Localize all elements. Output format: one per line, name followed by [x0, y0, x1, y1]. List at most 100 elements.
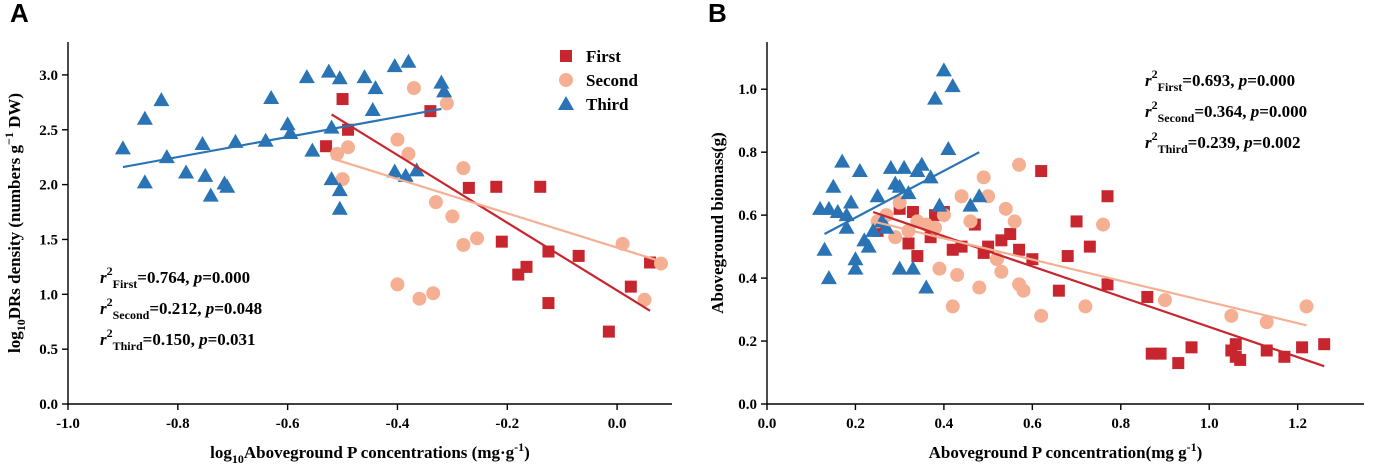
stat-first: r2First=0.693, p=0.000: [1145, 67, 1295, 94]
data-point-first: [342, 123, 355, 136]
y-tick-label: 0.8: [738, 145, 757, 161]
data-point-second: [1016, 283, 1031, 298]
data-point-first: [336, 93, 349, 106]
y-tick-label: 1.0: [738, 82, 757, 98]
data-point-second: [445, 209, 460, 224]
y-tick-label: 0.6: [738, 208, 757, 224]
data-point-third: [931, 197, 948, 212]
data-point-third: [397, 167, 414, 182]
data-point-third: [851, 163, 868, 178]
data-point-third: [331, 200, 348, 215]
data-point-third: [927, 90, 944, 105]
y-tick-label: 3.0: [39, 68, 58, 84]
data-point-second: [470, 231, 485, 246]
data-point-third: [436, 83, 453, 98]
data-point-third: [918, 279, 935, 294]
data-point-third: [913, 156, 930, 171]
fit-line-third: [823, 151, 980, 235]
data-point-first: [1101, 190, 1114, 203]
data-point-third: [367, 80, 384, 95]
data-point-second: [654, 256, 669, 271]
data-point-third: [219, 178, 236, 193]
data-point-third: [847, 251, 864, 266]
data-point-second: [428, 195, 443, 210]
data-point-second: [976, 170, 991, 185]
data-point-second: [1259, 315, 1274, 330]
data-point-second: [330, 146, 345, 161]
data-point-third: [896, 159, 913, 174]
y-tick-label: 2.0: [39, 178, 58, 194]
data-point-third: [838, 219, 855, 234]
x-tick-label: 0.0: [758, 416, 777, 432]
series-second: [330, 81, 669, 307]
data-point-second: [1158, 293, 1172, 308]
data-point-first: [1070, 215, 1083, 228]
data-point-second: [1012, 157, 1027, 172]
y-axis-title: log10DRs density (numbers g−1 DW): [2, 93, 28, 353]
data-point-second: [963, 214, 978, 229]
data-point-first: [490, 180, 503, 193]
series-third: [812, 62, 988, 294]
data-point-third: [869, 188, 886, 203]
data-point-third: [820, 270, 837, 285]
panel-letter: B: [708, 0, 727, 28]
data-point-first: [520, 260, 533, 273]
data-point-second: [456, 161, 471, 176]
chart-panel-b: B 0.0 0.2 0.4 0.6 0.8 1.0 1.2 0.0 0.2 0.4 0.6 0.8 1.0…: [708, 0, 1364, 462]
data-point-third: [114, 140, 131, 155]
data-point-first: [1172, 357, 1185, 370]
fit-line-second: [872, 220, 1307, 327]
data-point-second: [390, 132, 405, 147]
data-point-first: [1234, 353, 1247, 366]
data-point-first: [1229, 338, 1242, 351]
data-point-third: [298, 69, 315, 84]
stat-third: r2Third=0.150, p=0.031: [100, 326, 256, 353]
data-point-first: [1035, 165, 1048, 178]
data-point-third: [843, 194, 860, 209]
x-tick-label: -0.8: [166, 416, 190, 432]
data-point-third: [935, 62, 952, 77]
y-tick-label: 0.0: [39, 397, 58, 413]
data-point-second: [412, 291, 427, 306]
y-tick-label: 0.2: [738, 334, 757, 350]
x-tick-label: 0.6: [1023, 416, 1042, 432]
data-point-third: [304, 142, 321, 157]
data-point-third: [178, 164, 195, 179]
y-tick-label: 0.0: [738, 397, 757, 413]
y-tick-label: 2.5: [39, 123, 58, 139]
data-point-second: [998, 201, 1013, 216]
x-axis-title: log10Aboveground P concentrations (mg·g-…: [210, 440, 530, 464]
series-third: [114, 53, 453, 215]
y-axis-title: Aboveground biomass(g): [708, 132, 727, 314]
data-point-second: [426, 286, 441, 301]
data-point-third: [900, 185, 917, 200]
data-point-third: [408, 162, 425, 177]
fit-line-first: [872, 210, 1325, 368]
data-point-second: [972, 280, 987, 295]
x-tick-label: -0.2: [495, 416, 519, 432]
stat-first: r2First=0.764, p=0.000: [100, 264, 250, 291]
data-point-second: [945, 299, 960, 314]
legend-label-first: First: [586, 47, 621, 66]
y-tick-label: 1.5: [39, 232, 58, 248]
data-point-third: [320, 63, 337, 78]
y-tick-label: 0.5: [39, 342, 58, 358]
data-point-third: [263, 89, 280, 104]
data-point-third: [364, 102, 381, 117]
data-point-second: [954, 189, 969, 204]
x-tick-label: -0.6: [276, 416, 300, 432]
chart-panel-a: A -1.0 -0.8 -0.6 -0.4 -0.2 0.0 0.0 0.5 1.0 1.5 2.0 2…: [2, 0, 672, 464]
data-point-third: [829, 203, 846, 218]
data-point-first: [1052, 284, 1065, 297]
data-point-first: [542, 245, 555, 258]
data-point-first: [602, 325, 615, 338]
data-point-third: [323, 119, 340, 134]
x-tick-label: 0.0: [608, 416, 627, 432]
data-point-third: [962, 197, 979, 212]
x-tick-label: 0.4: [935, 416, 954, 432]
legend-label-third: Third: [586, 95, 629, 114]
data-point-first: [534, 180, 547, 193]
data-point-first: [1083, 240, 1096, 253]
data-point-third: [940, 141, 957, 156]
data-point-second: [1299, 299, 1314, 314]
